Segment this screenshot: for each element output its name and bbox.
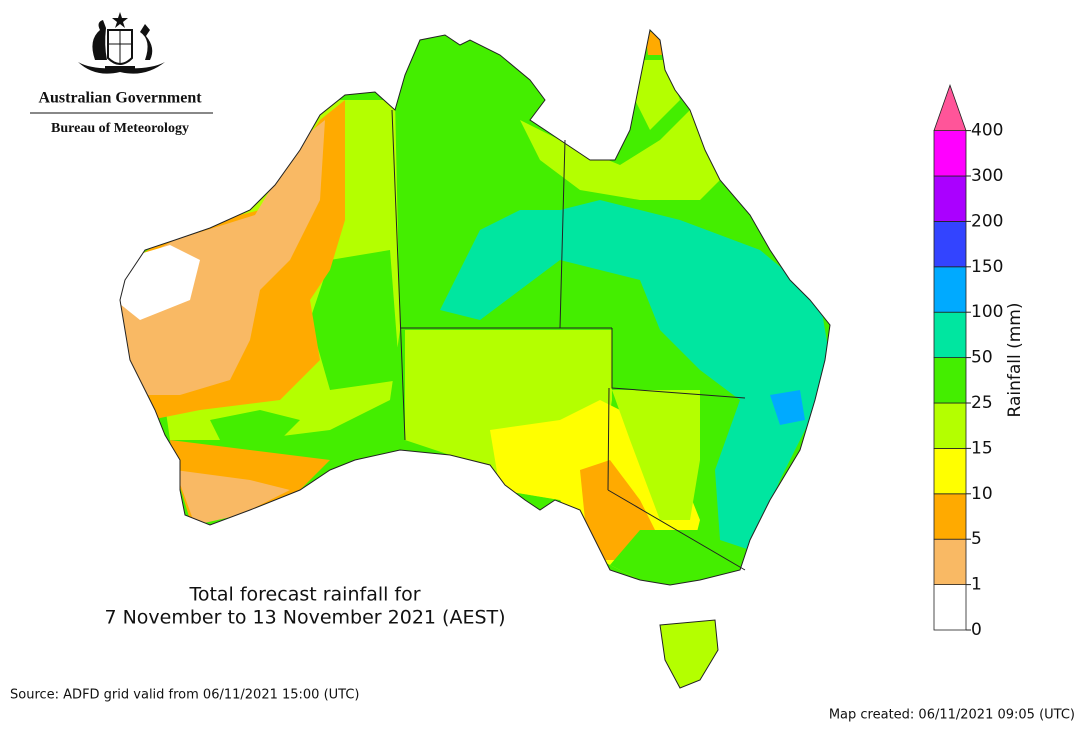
legend-band — [933, 220, 967, 268]
legend-band — [933, 447, 967, 495]
map-title: Total forecast rainfall for — [188, 584, 420, 606]
legend-tick-label: 50 — [971, 348, 993, 368]
legend-band — [933, 402, 967, 449]
state-borders — [391, 109, 746, 571]
source-note: Source: ADFD grid valid from 06/11/2021 … — [10, 688, 360, 703]
logo: Australian Government Bureau of Meteorol… — [30, 12, 213, 136]
legend-tick-label: 0 — [971, 620, 982, 640]
legend-tick-label: 1 — [971, 575, 982, 595]
legend-band — [933, 357, 967, 404]
legend-band — [933, 175, 967, 222]
legend-title: Rainfall (mm) — [1005, 303, 1025, 418]
legend-overflow — [933, 83, 967, 131]
government-name: Australian Government — [38, 90, 202, 107]
legend-band — [933, 130, 967, 177]
legend-tick-label: 5 — [971, 529, 982, 549]
legend-tick-label: 300 — [971, 166, 1003, 186]
legend-band — [933, 266, 967, 313]
legend-tick-label: 10 — [971, 484, 993, 504]
legend-tick-label: 150 — [971, 257, 1003, 277]
created-note: Map created: 06/11/2021 09:05 (UTC) — [829, 708, 1075, 723]
legend-band — [933, 311, 967, 359]
coastline — [119, 28, 831, 586]
legend-tick-label: 400 — [971, 121, 1003, 141]
coat-of-arms — [78, 12, 165, 74]
legend-band — [933, 493, 967, 540]
legend-tick-label: 200 — [971, 211, 1003, 231]
legend-band — [933, 538, 967, 586]
legend-band — [933, 584, 967, 631]
map-title: 7 November to 13 November 2021 (AEST) — [104, 607, 505, 629]
legend-tick-label: 100 — [971, 302, 1003, 322]
agency-name: Bureau of Meteorology — [51, 121, 189, 136]
legend-tick-label: 15 — [971, 438, 993, 458]
legend-tick-label: 25 — [971, 393, 993, 413]
tasmania — [659, 619, 719, 689]
